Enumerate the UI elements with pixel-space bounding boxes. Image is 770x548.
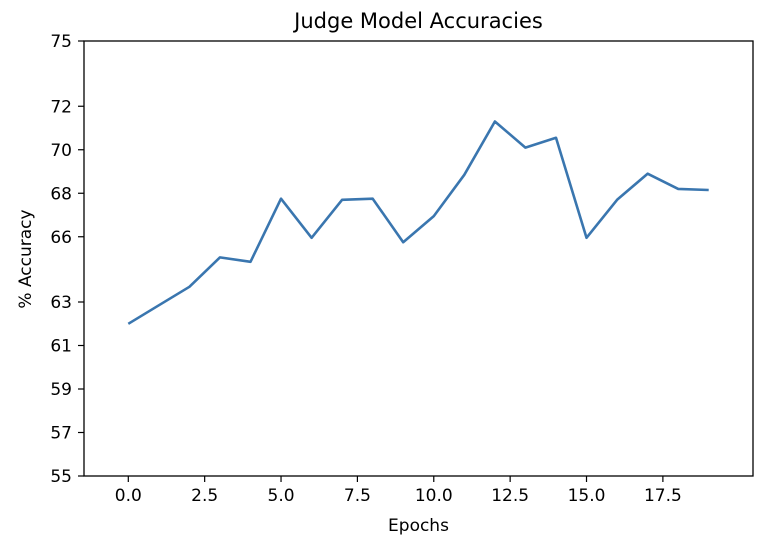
plot-area: [83, 40, 754, 477]
y-axis: 55 57 59 61 63 66 68 70 72 75: [50, 32, 84, 487]
x-tick-label: 7.5: [344, 486, 371, 506]
chart-title: Judge Model Accuracies: [292, 9, 543, 33]
x-tick-label: 15.0: [568, 486, 606, 506]
series-layer: [127, 120, 709, 325]
y-tick-label: 55: [50, 467, 72, 487]
y-tick-label: 61: [50, 337, 72, 357]
y-tick-label: 59: [50, 380, 72, 400]
x-tick-label: 0.0: [115, 486, 142, 506]
y-tick-label: 63: [50, 293, 72, 313]
x-axis: 0.0 2.5 5.0 7.5 10.0 12.5 15.0 17.5: [115, 476, 682, 506]
x-tick-label: 12.5: [491, 486, 529, 506]
y-tick-label: 57: [50, 424, 72, 444]
y-tick-label: 75: [50, 32, 72, 52]
y-tick-label: 70: [50, 141, 72, 161]
y-tick-label: 66: [50, 228, 72, 248]
y-axis-label: % Accuracy: [16, 209, 36, 308]
series-line: [127, 120, 709, 325]
y-tick-label: 68: [50, 184, 72, 204]
x-tick-label: 17.5: [644, 486, 682, 506]
x-tick-label: 10.0: [415, 486, 453, 506]
y-tick-label: 72: [50, 97, 72, 117]
x-tick-label: 5.0: [268, 486, 295, 506]
x-tick-label: 2.5: [191, 486, 218, 506]
x-axis-label: Epochs: [388, 516, 449, 536]
plot-frame: [83, 40, 754, 477]
